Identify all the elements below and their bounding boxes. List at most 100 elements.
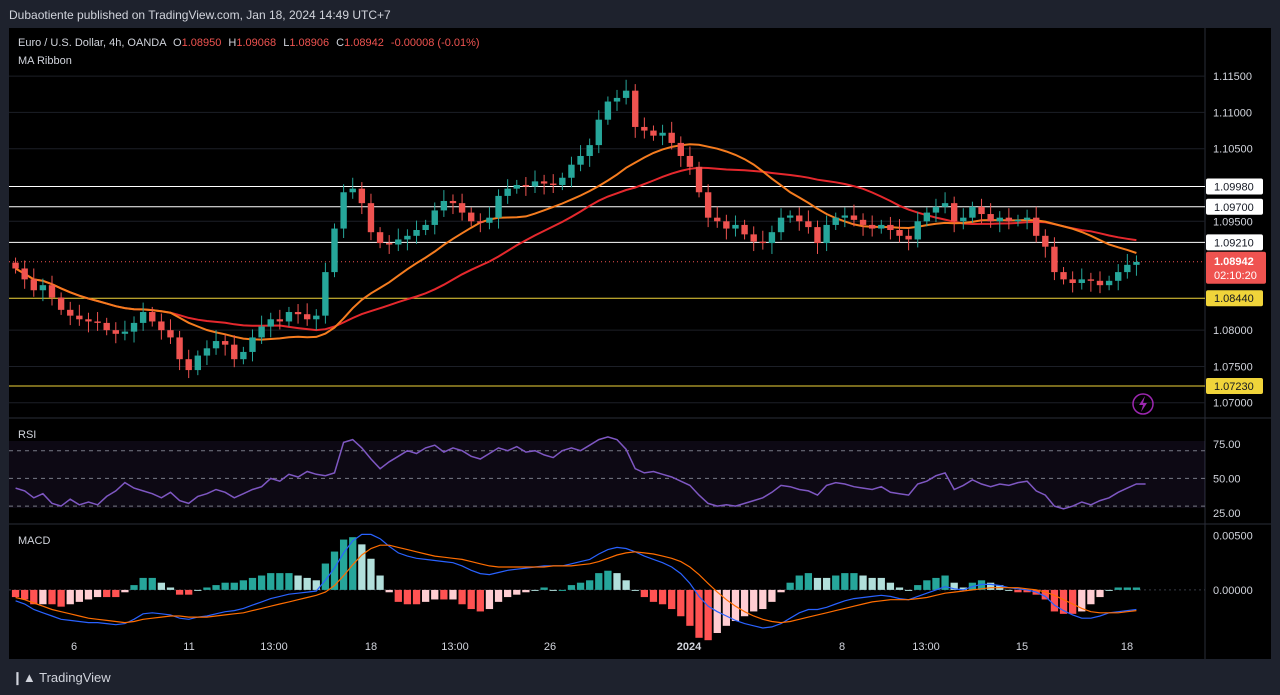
macd-histogram-bar — [440, 589, 448, 600]
macd-histogram-bar — [276, 573, 284, 590]
candle-body — [67, 309, 74, 316]
macd-histogram-bar — [740, 589, 749, 617]
macd-histogram-bar — [804, 573, 813, 590]
macd-histogram-bar — [458, 589, 466, 605]
macd-histogram-bar — [148, 577, 156, 590]
macd-histogram-bar — [1059, 589, 1068, 614]
candle-body — [805, 221, 812, 228]
macd-histogram-bar — [640, 589, 648, 598]
candle-body — [1115, 272, 1122, 281]
time-tick-label: 18 — [1121, 641, 1133, 653]
time-axis: 6 11 13:00 18 13:00 26 2024 8 13:00 15 18 — [71, 641, 1133, 653]
candle-body — [130, 322, 138, 332]
macd-histogram-bar — [312, 580, 320, 590]
lightning-icon[interactable] — [1132, 393, 1154, 415]
macd-histogram-bar — [522, 589, 530, 593]
candle-body — [331, 228, 338, 273]
rsi-pane — [9, 436, 1205, 510]
price-tick-label: 1.10500 — [1213, 144, 1253, 156]
price-axis: 1.11500 1.11000 1.10500 1.09500 1.08000 1.075… — [1206, 71, 1266, 597]
macd-histogram-bar — [376, 575, 384, 590]
macd-histogram-bar — [895, 587, 904, 590]
candle-body — [376, 232, 384, 244]
macd-histogram-bar — [166, 587, 175, 590]
macd-histogram-bar — [194, 589, 202, 591]
legend-indicator[interactable]: MA Ribbon — [18, 55, 72, 67]
macd-title[interactable]: MACD — [18, 535, 50, 547]
macd-histogram-bar — [48, 589, 56, 605]
macd-histogram-bar — [795, 575, 803, 590]
price-tick-label: 1.11000 — [1213, 107, 1252, 119]
candle-body — [57, 297, 65, 310]
macd-histogram-bar — [1123, 587, 1131, 590]
chart-frame[interactable]: 1.11500 1.11000 1.10500 1.09500 1.08000 1.075… — [9, 28, 1271, 659]
macd-histogram-bar — [1014, 589, 1022, 593]
macd-histogram-bar — [11, 589, 20, 598]
macd-histogram-bar — [257, 575, 266, 590]
chart-svg[interactable]: 1.11500 1.11000 1.10500 1.09500 1.08000 1.075… — [9, 28, 1271, 659]
macd-histogram-bar — [977, 580, 986, 590]
candle-body — [404, 235, 411, 240]
macd-histogram-bar — [358, 544, 366, 590]
macd-histogram-bar — [1005, 589, 1013, 591]
macd-histogram-bar — [567, 585, 576, 590]
candle-body — [586, 145, 593, 156]
macd-histogram-bar — [1041, 589, 1049, 600]
rsi-line — [15, 436, 1146, 510]
candle-body — [887, 224, 894, 231]
candle-body — [349, 188, 356, 193]
time-tick-label: 26 — [544, 641, 556, 653]
tradingview-logo[interactable]: ❙▲ TradingView — [12, 670, 111, 686]
candle-body — [559, 177, 566, 186]
candle-body — [878, 224, 885, 229]
legend-o-value: 1.08950 — [182, 37, 222, 49]
candle-body — [139, 312, 147, 323]
last-price-countdown: 02:10:20 — [1214, 270, 1257, 282]
candle-body — [385, 243, 393, 245]
macd-histogram-bar — [622, 580, 630, 590]
macd-histogram-bar — [604, 570, 612, 590]
candle-body — [814, 227, 821, 244]
macd-histogram-bar — [84, 589, 93, 600]
macd-histogram-bar — [1132, 587, 1141, 590]
candle-body — [841, 215, 849, 218]
macd-histogram-bar — [1105, 589, 1113, 591]
macd-histogram-bar — [668, 589, 676, 610]
level-label-text: 1.09980 — [1214, 181, 1254, 193]
last-price-box — [1206, 251, 1266, 284]
candle-body — [103, 322, 110, 331]
time-tick-label: 8 — [839, 641, 845, 653]
macd-histogram-bar — [39, 589, 47, 605]
time-tick-label: 11 — [183, 641, 194, 653]
rsi-title[interactable]: RSI — [18, 429, 36, 441]
candle-body — [914, 221, 921, 240]
candle-body — [823, 224, 830, 244]
candle-body — [194, 355, 202, 371]
candle-body — [905, 235, 912, 240]
candle-body — [896, 230, 903, 236]
candle-body — [768, 232, 776, 244]
macd-histogram-bar — [121, 589, 129, 593]
candle-body — [604, 101, 612, 120]
candle-body — [468, 212, 475, 222]
time-tick-label: 6 — [71, 641, 77, 653]
macd-histogram-bar — [467, 589, 475, 610]
level-label-box — [1206, 290, 1263, 307]
candle-body — [94, 321, 101, 323]
macd-histogram-bar — [485, 589, 494, 610]
candle-body — [531, 181, 539, 187]
candle-body — [294, 312, 302, 315]
macd-histogram-bar — [558, 589, 566, 591]
candle-body — [12, 262, 19, 269]
macd-histogram-bar — [103, 589, 111, 598]
price-tick-label: 1.11500 — [1213, 71, 1252, 83]
macd-histogram-bar — [175, 589, 184, 595]
candle-body — [395, 239, 402, 245]
candle-body — [741, 224, 748, 235]
candle-body — [486, 217, 493, 223]
macd-histogram-bar — [57, 589, 65, 607]
candle-body — [203, 348, 211, 356]
macd-histogram-bar — [986, 582, 995, 590]
macd-histogram-bar — [1096, 589, 1104, 598]
macd-histogram-bar — [841, 573, 849, 590]
